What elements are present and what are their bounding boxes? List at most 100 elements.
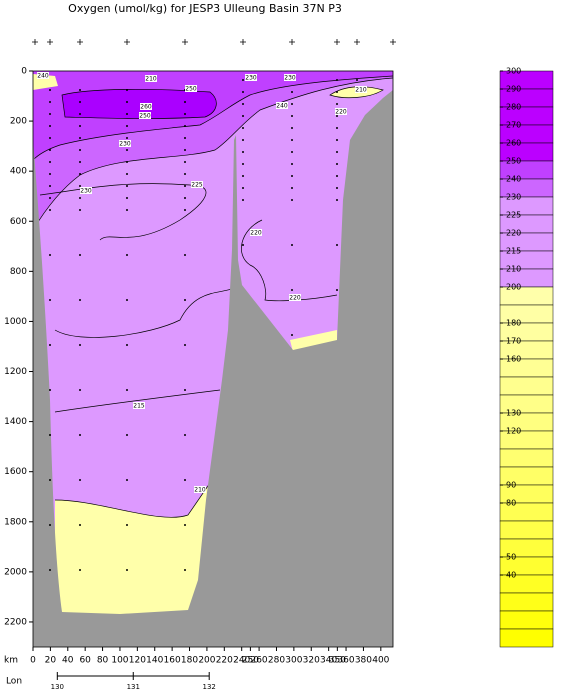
- x-tick-label: 350: [329, 656, 346, 666]
- y-tick-label: 1800: [4, 517, 27, 527]
- sample-point: [336, 79, 338, 81]
- contour-label: 230: [80, 187, 92, 195]
- sample-point: [336, 115, 338, 117]
- contour-label: 240: [37, 72, 49, 80]
- sample-point: [79, 161, 81, 163]
- sample-point: [126, 173, 128, 175]
- colorbar-cell: [499, 610, 554, 630]
- contour-label-text: 230: [80, 188, 92, 195]
- contour-label: 210: [194, 486, 206, 494]
- sample-point: [49, 389, 51, 391]
- contour-label: 210: [145, 75, 157, 83]
- sample-point: [336, 289, 338, 291]
- lon-tick-label: 132: [203, 683, 216, 691]
- colorbar-label: 180: [506, 319, 521, 328]
- sample-point: [79, 137, 81, 139]
- sample-point: [242, 79, 244, 81]
- colorbar-label: 270: [506, 121, 521, 130]
- colorbar-label: 130: [506, 409, 521, 418]
- sample-point: [242, 199, 244, 201]
- sample-point: [49, 137, 51, 139]
- sample-point: [49, 149, 51, 151]
- sample-point: [291, 151, 293, 153]
- sample-point: [291, 175, 293, 177]
- x-tick-label: 260: [250, 656, 267, 666]
- colorbar-label: 210: [506, 265, 521, 274]
- contour-label-text: 250: [185, 86, 197, 93]
- colorbar-cell: [499, 520, 554, 540]
- sample-point: [79, 209, 81, 211]
- sample-point: [184, 434, 186, 436]
- sample-point: [49, 569, 51, 571]
- sample-point: [336, 127, 338, 129]
- contour-label-text: 230: [119, 141, 131, 148]
- y-tick-label: 0: [21, 67, 27, 77]
- colorbar-label: 220: [506, 229, 521, 238]
- sample-point: [49, 344, 51, 346]
- y-tick-label: 1400: [4, 417, 27, 427]
- contour-label-text: 210: [355, 87, 367, 94]
- sample-point: [126, 254, 128, 256]
- colorbar-cell: [499, 592, 554, 612]
- sample-point: [79, 299, 81, 301]
- x-tick-label: 400: [372, 656, 389, 666]
- sample-point: [79, 101, 81, 103]
- sample-point: [336, 91, 338, 93]
- colorbar-cell: [499, 628, 554, 648]
- sample-point: [79, 254, 81, 256]
- y-tick-label: 200: [10, 117, 27, 127]
- contour-label-text: 220: [289, 295, 301, 302]
- sample-point: [49, 185, 51, 187]
- sample-point: [79, 185, 81, 187]
- sample-point: [184, 173, 186, 175]
- sample-point: [49, 89, 51, 91]
- sample-point: [291, 115, 293, 117]
- colorbar-label: 170: [506, 337, 521, 346]
- sample-point: [79, 569, 81, 571]
- colorbar-label: 90: [506, 481, 516, 490]
- x-tick-label: 280: [268, 656, 285, 666]
- contour-label: 215: [133, 402, 145, 410]
- x-tick-label: 20: [45, 656, 57, 666]
- sample-point: [184, 185, 186, 187]
- y-tick-label: 1000: [4, 317, 27, 327]
- sample-point: [291, 163, 293, 165]
- sample-point: [126, 137, 128, 139]
- colorbar-label: 290: [506, 85, 521, 94]
- contour-label: 250: [185, 85, 197, 93]
- sample-point: [291, 103, 293, 105]
- sample-point: [49, 209, 51, 211]
- sample-point: [184, 344, 186, 346]
- bathymetry: [33, 90, 393, 647]
- colorbar-label: 225: [506, 211, 521, 220]
- sample-point: [184, 125, 186, 127]
- x-tick-label: 140: [146, 656, 163, 666]
- x-tick-label: 220: [216, 656, 233, 666]
- x-tick-label: 250: [242, 656, 259, 666]
- contour-label: 230: [119, 140, 131, 148]
- sample-point: [79, 389, 81, 391]
- sample-point: [126, 434, 128, 436]
- sample-point: [126, 185, 128, 187]
- sample-point: [184, 569, 186, 571]
- contour-label: 220: [335, 108, 347, 116]
- sample-point: [242, 103, 244, 105]
- sample-point: [49, 125, 51, 127]
- sample-point: [49, 113, 51, 115]
- sample-point: [242, 163, 244, 165]
- x-tick-label: 300: [285, 656, 302, 666]
- sample-point: [242, 127, 244, 129]
- contour-label: 225: [191, 181, 203, 189]
- contour-lines: [32, 75, 394, 518]
- sample-point: [184, 209, 186, 211]
- x-tick-label: 320: [303, 656, 320, 666]
- colorbar-label: 50: [506, 553, 516, 562]
- colorbar-label: 250: [506, 157, 521, 166]
- y-tick-label: 600: [10, 217, 27, 227]
- sample-point: [126, 569, 128, 571]
- sample-point: [336, 175, 338, 177]
- sample-point: [291, 127, 293, 129]
- sample-point: [336, 187, 338, 189]
- colorbar-label: 160: [506, 355, 521, 364]
- contour-label-text: 215: [133, 403, 145, 410]
